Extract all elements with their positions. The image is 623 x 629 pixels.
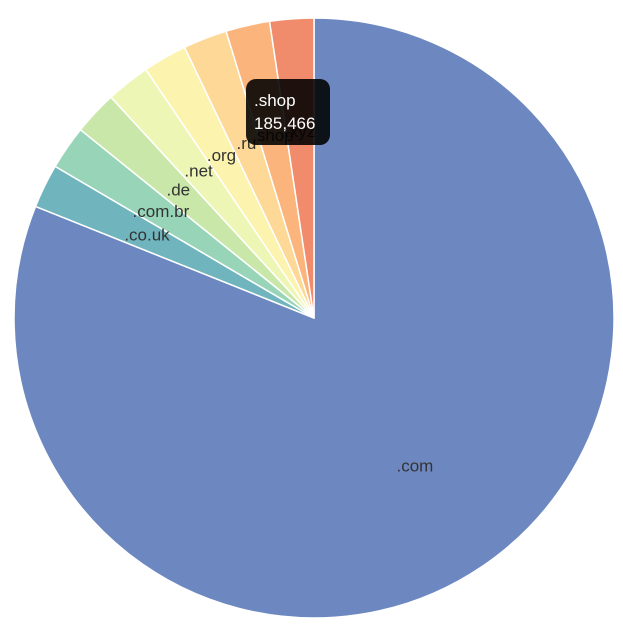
pie-label-com: .com (396, 457, 433, 476)
pie-slice-com[interactable] (13, 17, 615, 619)
pie-label-de: .de (166, 180, 190, 199)
pie-label-combr: .com.br (133, 202, 190, 221)
pie-label-net: .net (184, 162, 213, 181)
pie-slices (13, 17, 615, 619)
tooltip-label: .shop (254, 91, 296, 110)
pie-label-org: .org (207, 146, 236, 165)
chart-tooltip: .shop 185,466 (246, 79, 330, 145)
pie-label-couk: .co.uk (124, 226, 170, 245)
tooltip-value: 185,466 (254, 114, 316, 133)
